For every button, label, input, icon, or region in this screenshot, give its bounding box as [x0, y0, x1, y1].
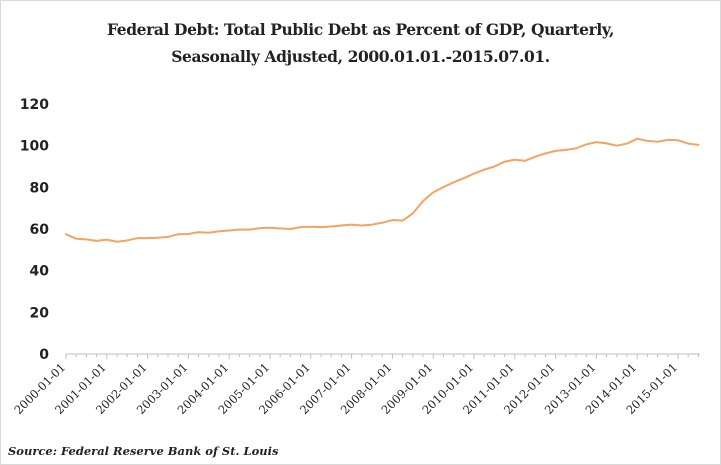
x-axis-ticks — [65, 354, 699, 359]
chart-title-line-2: Seasonally Adjusted, 2000.01.01.-2015.07… — [171, 47, 550, 66]
series-line-debt-to-gdp — [65, 137, 700, 243]
source-note: Source: Federal Reserve Bank of St. Loui… — [8, 444, 279, 458]
y-tick-label: 120 — [20, 97, 49, 113]
y-tick-label: 100 — [20, 139, 49, 155]
y-tick-label: 40 — [30, 264, 50, 280]
y-tick-label: 20 — [30, 305, 50, 321]
y-axis-tick-labels: 0 20 40 60 80 100 120 — [20, 97, 49, 363]
y-tick-label: 80 — [30, 180, 50, 196]
chart-title-line-1: Federal Debt: Total Public Debt as Perce… — [107, 20, 614, 39]
x-axis-tick-labels: 2000-01-012001-01-012002-01-012003-01-01… — [11, 360, 680, 417]
y-tick-label: 0 — [39, 347, 49, 363]
chart-title: Federal Debt: Total Public Debt as Perce… — [0, 16, 721, 70]
y-tick-label: 60 — [30, 222, 50, 238]
